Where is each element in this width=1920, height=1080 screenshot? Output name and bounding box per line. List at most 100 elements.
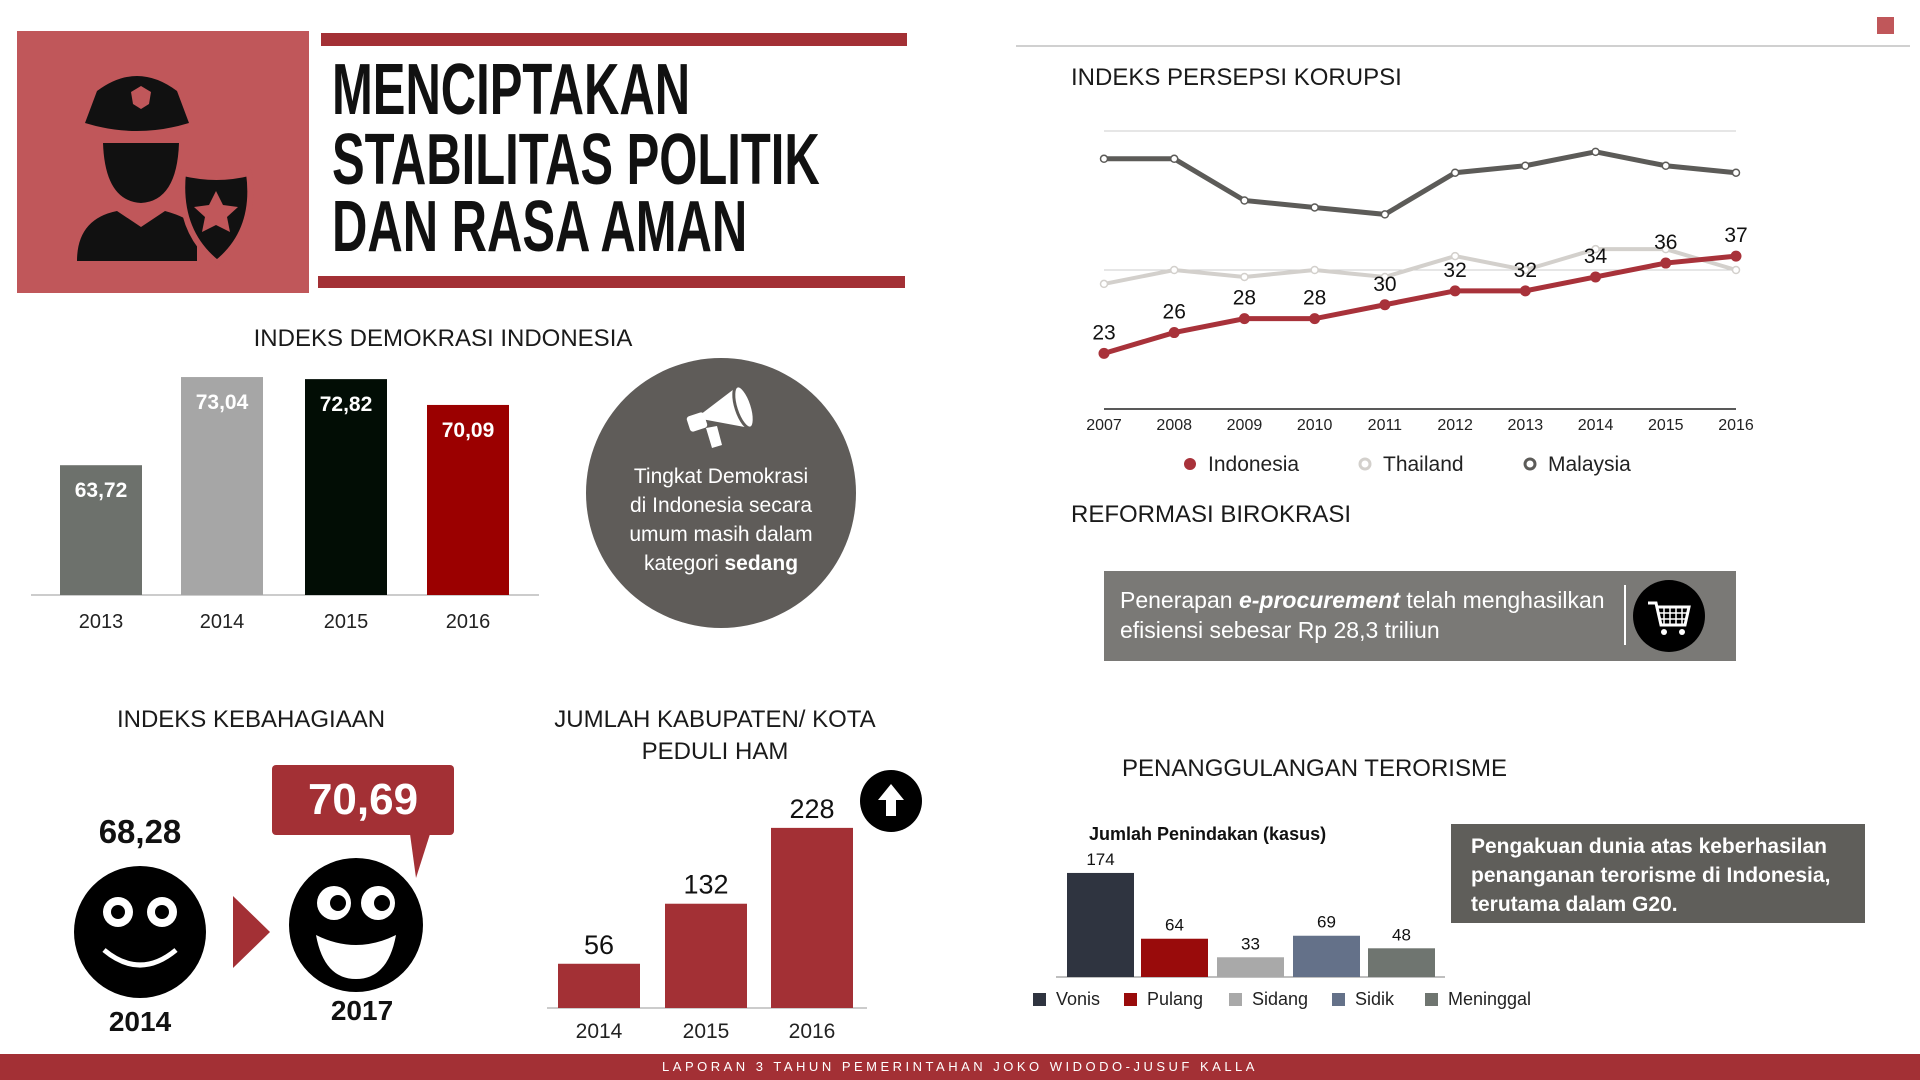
x-tick-label: 2015 <box>324 611 369 633</box>
bar <box>60 465 142 595</box>
header-icon-box <box>17 31 309 293</box>
demokrasi-title: INDEKS DEMOKRASI INDONESIA <box>253 325 633 352</box>
x-tick-label: 2007 <box>1086 417 1122 434</box>
data-point <box>1590 271 1602 283</box>
data-point <box>1450 168 1460 177</box>
x-tick-label: 2013 <box>79 611 124 633</box>
data-point <box>1379 299 1391 311</box>
x-tick-label: 2016 <box>789 1020 836 1043</box>
data-point <box>1521 161 1530 170</box>
data-label: 30 <box>1373 273 1396 296</box>
data-point <box>1099 279 1109 289</box>
data-point <box>1240 272 1249 282</box>
demokrasi-category: sedang <box>724 552 799 575</box>
reformasi-title: REFORMASI BIROKRASI <box>1071 501 1352 528</box>
x-tick-label: 2011 <box>1368 417 1403 434</box>
data-label: 28 <box>1233 287 1256 310</box>
bar <box>771 827 853 1008</box>
bar-value-label: 72,82 <box>320 393 373 416</box>
ham-bar-chart: 56 2014 132 2015 228 2016 <box>547 794 867 1043</box>
data-label: 23 <box>1092 321 1115 344</box>
legend-swatch <box>1033 993 1046 1006</box>
data-point <box>1591 244 1600 254</box>
data-point <box>1730 250 1742 262</box>
x-tick-label: 2010 <box>1297 417 1333 434</box>
data-point <box>1449 285 1461 297</box>
demokrasi-bar-chart: 63,72 2013 73,04 2014 72,82 2015 70,09 2016 <box>31 377 539 633</box>
bar-value-label: 64 <box>1165 916 1184 935</box>
terorisme-note-line: terutama dalam G20. <box>1471 893 1678 916</box>
data-point <box>1099 154 1109 164</box>
data-point <box>1731 168 1741 177</box>
ham-title-line: PEDULI HAM <box>641 738 789 765</box>
kebahagiaan-2017-callout: 70,69 <box>272 765 454 835</box>
kebahagiaan-2017-value: 70,69 <box>307 775 419 824</box>
bar-value-label: 132 <box>683 870 728 900</box>
bar-value-label: 33 <box>1241 934 1260 953</box>
bar-value-label: 48 <box>1392 925 1411 944</box>
bar-value-label: 73,04 <box>196 391 249 414</box>
data-label: 28 <box>1303 287 1326 310</box>
reformasi-text: efisiensi sebesar Rp 28,3 triliun <box>1120 617 1440 643</box>
legend-swatch <box>1332 993 1345 1006</box>
bar <box>665 903 747 1008</box>
data-point <box>1310 203 1319 212</box>
legend-label: Malaysia <box>1548 453 1631 476</box>
shopping-cart-icon <box>1633 580 1705 652</box>
data-label: 32 <box>1443 259 1466 282</box>
police-officer-icon <box>77 76 254 267</box>
data-label: 34 <box>1584 245 1608 268</box>
kebahagiaan-2014-value: 68,28 <box>98 813 182 850</box>
legend-marker <box>1184 458 1196 470</box>
data-point <box>1238 313 1250 325</box>
data-label: 36 <box>1654 231 1677 254</box>
legend-label: Indonesia <box>1208 453 1299 476</box>
bar-value-label: 69 <box>1317 913 1336 932</box>
bar-value-label: 228 <box>789 794 834 824</box>
data-point <box>1661 161 1671 170</box>
top-divider <box>1016 45 1910 47</box>
series-line-indonesia <box>1103 253 1737 356</box>
data-label: 32 <box>1514 259 1537 282</box>
page-title-line: MENCIPTAKAN <box>332 50 691 130</box>
bar-value-label: 174 <box>1086 850 1114 869</box>
x-tick-label: 2014 <box>200 611 245 633</box>
demokrasi-note-line: kategori <box>643 552 725 575</box>
data-point <box>1450 251 1460 261</box>
arrow-up-icon <box>860 770 922 832</box>
arrow-right-icon <box>233 896 270 968</box>
reformasi-text: Penerapan <box>1120 587 1239 613</box>
data-point <box>1240 196 1249 205</box>
title-bar-top <box>321 33 907 46</box>
demokrasi-note-circle: Tingkat Demokrasi di Indonesia secara um… <box>586 358 856 628</box>
legend-label: Thailand <box>1383 453 1464 476</box>
bar-value-label: 70,09 <box>442 419 495 442</box>
data-point <box>1098 347 1110 359</box>
series-line-thailand <box>1103 247 1737 286</box>
bar-value-label: 56 <box>584 930 614 960</box>
legend-swatch <box>1124 993 1137 1006</box>
x-tick-label: 2012 <box>1437 417 1473 434</box>
legend-label: Pulang <box>1147 989 1203 1009</box>
bar <box>181 377 263 595</box>
terorisme-title: PENANGGULANGAN TERORISME <box>1122 755 1507 782</box>
x-tick-label: 2016 <box>446 611 491 633</box>
legend-swatch <box>1229 993 1242 1006</box>
data-point <box>1661 244 1671 254</box>
kebahagiaan-2017-year: 2017 <box>330 995 394 1026</box>
smiley-2017-icon <box>289 858 423 992</box>
corner-square <box>1877 17 1894 34</box>
kebahagiaan-2014-year: 2014 <box>108 1006 172 1037</box>
bar <box>1368 948 1435 977</box>
legend-marker <box>1523 457 1537 471</box>
ham-title-line: JUMLAH KABUPATEN/ KOTA <box>554 706 876 733</box>
demokrasi-note-line: umum masih dalam <box>629 523 813 546</box>
x-tick-label: 2009 <box>1227 417 1263 434</box>
data-point <box>1310 265 1319 275</box>
legend-label: Meninggal <box>1448 989 1531 1009</box>
x-tick-label: 2008 <box>1156 417 1192 434</box>
bar <box>427 404 509 595</box>
x-tick-label: 2016 <box>1718 417 1754 434</box>
x-tick-label: 2014 <box>1578 417 1614 434</box>
x-tick-label: 2015 <box>683 1020 730 1043</box>
